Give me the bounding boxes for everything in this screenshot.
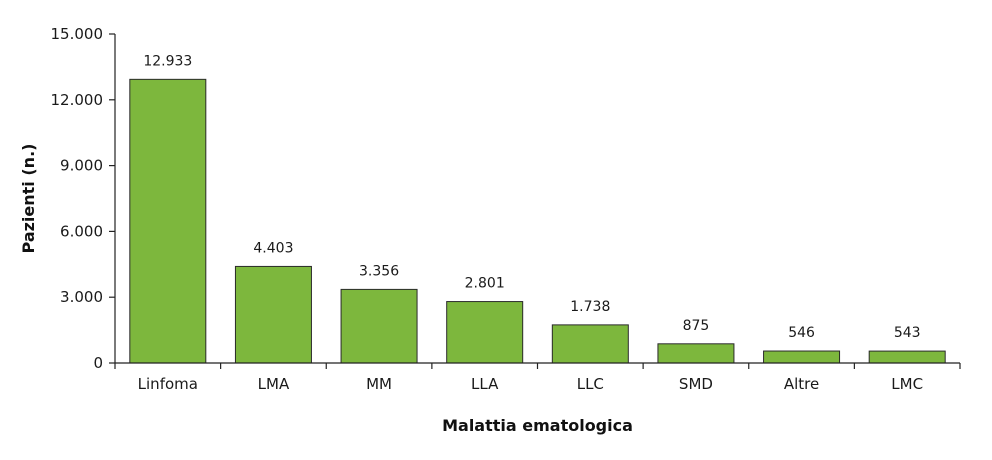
data-label: 546	[788, 325, 815, 341]
bar-lmc	[868, 350, 946, 364]
x-tick-label: Altre	[784, 375, 819, 393]
y-tick-label: 9.000	[60, 157, 103, 175]
category-labels: Linfoma LMA MM LLA LLC SMD Altre LMC	[114, 363, 961, 393]
x-tick-label: Linfoma	[138, 375, 198, 393]
x-tick-label: LMA	[258, 375, 290, 393]
y-tick-label: 3.000	[60, 288, 103, 306]
data-label: 4.403	[253, 240, 293, 256]
y-axis-title: Pazienti (n.)	[19, 144, 38, 254]
y-tick-label: 12.000	[51, 91, 104, 109]
data-label: 543	[894, 325, 921, 341]
data-label: 12.933	[143, 53, 192, 69]
y-axis-ticks: 0 3.000 6.000 9.000 12.000 15.000	[51, 25, 115, 372]
data-label: 3.356	[359, 263, 399, 279]
y-tick-label: 15.000	[51, 25, 104, 43]
bar-altre	[763, 350, 841, 364]
x-tick-label: LLC	[577, 375, 604, 393]
x-tick-label: LLA	[471, 375, 499, 393]
bars	[129, 78, 946, 364]
x-tick-label: MM	[366, 375, 392, 393]
data-label: 1.738	[570, 299, 610, 315]
bar-mm	[340, 288, 418, 364]
bar-lla	[446, 301, 524, 364]
y-tick-label: 0	[93, 354, 103, 372]
y-tick-label: 6.000	[60, 222, 103, 240]
data-labels: 12.933 4.403 3.356 2.801 1.738 875 546 543	[143, 53, 920, 341]
data-label: 875	[683, 318, 710, 334]
bar-llc	[551, 324, 629, 364]
x-tick-label: LMC	[891, 375, 923, 393]
data-label: 2.801	[465, 276, 505, 292]
x-tick-label: SMD	[679, 375, 713, 393]
bar-linfoma	[129, 78, 207, 364]
bar-smd	[657, 343, 735, 364]
bar-lma	[234, 265, 312, 364]
x-axis-title: Malattia ematologica	[442, 416, 633, 435]
